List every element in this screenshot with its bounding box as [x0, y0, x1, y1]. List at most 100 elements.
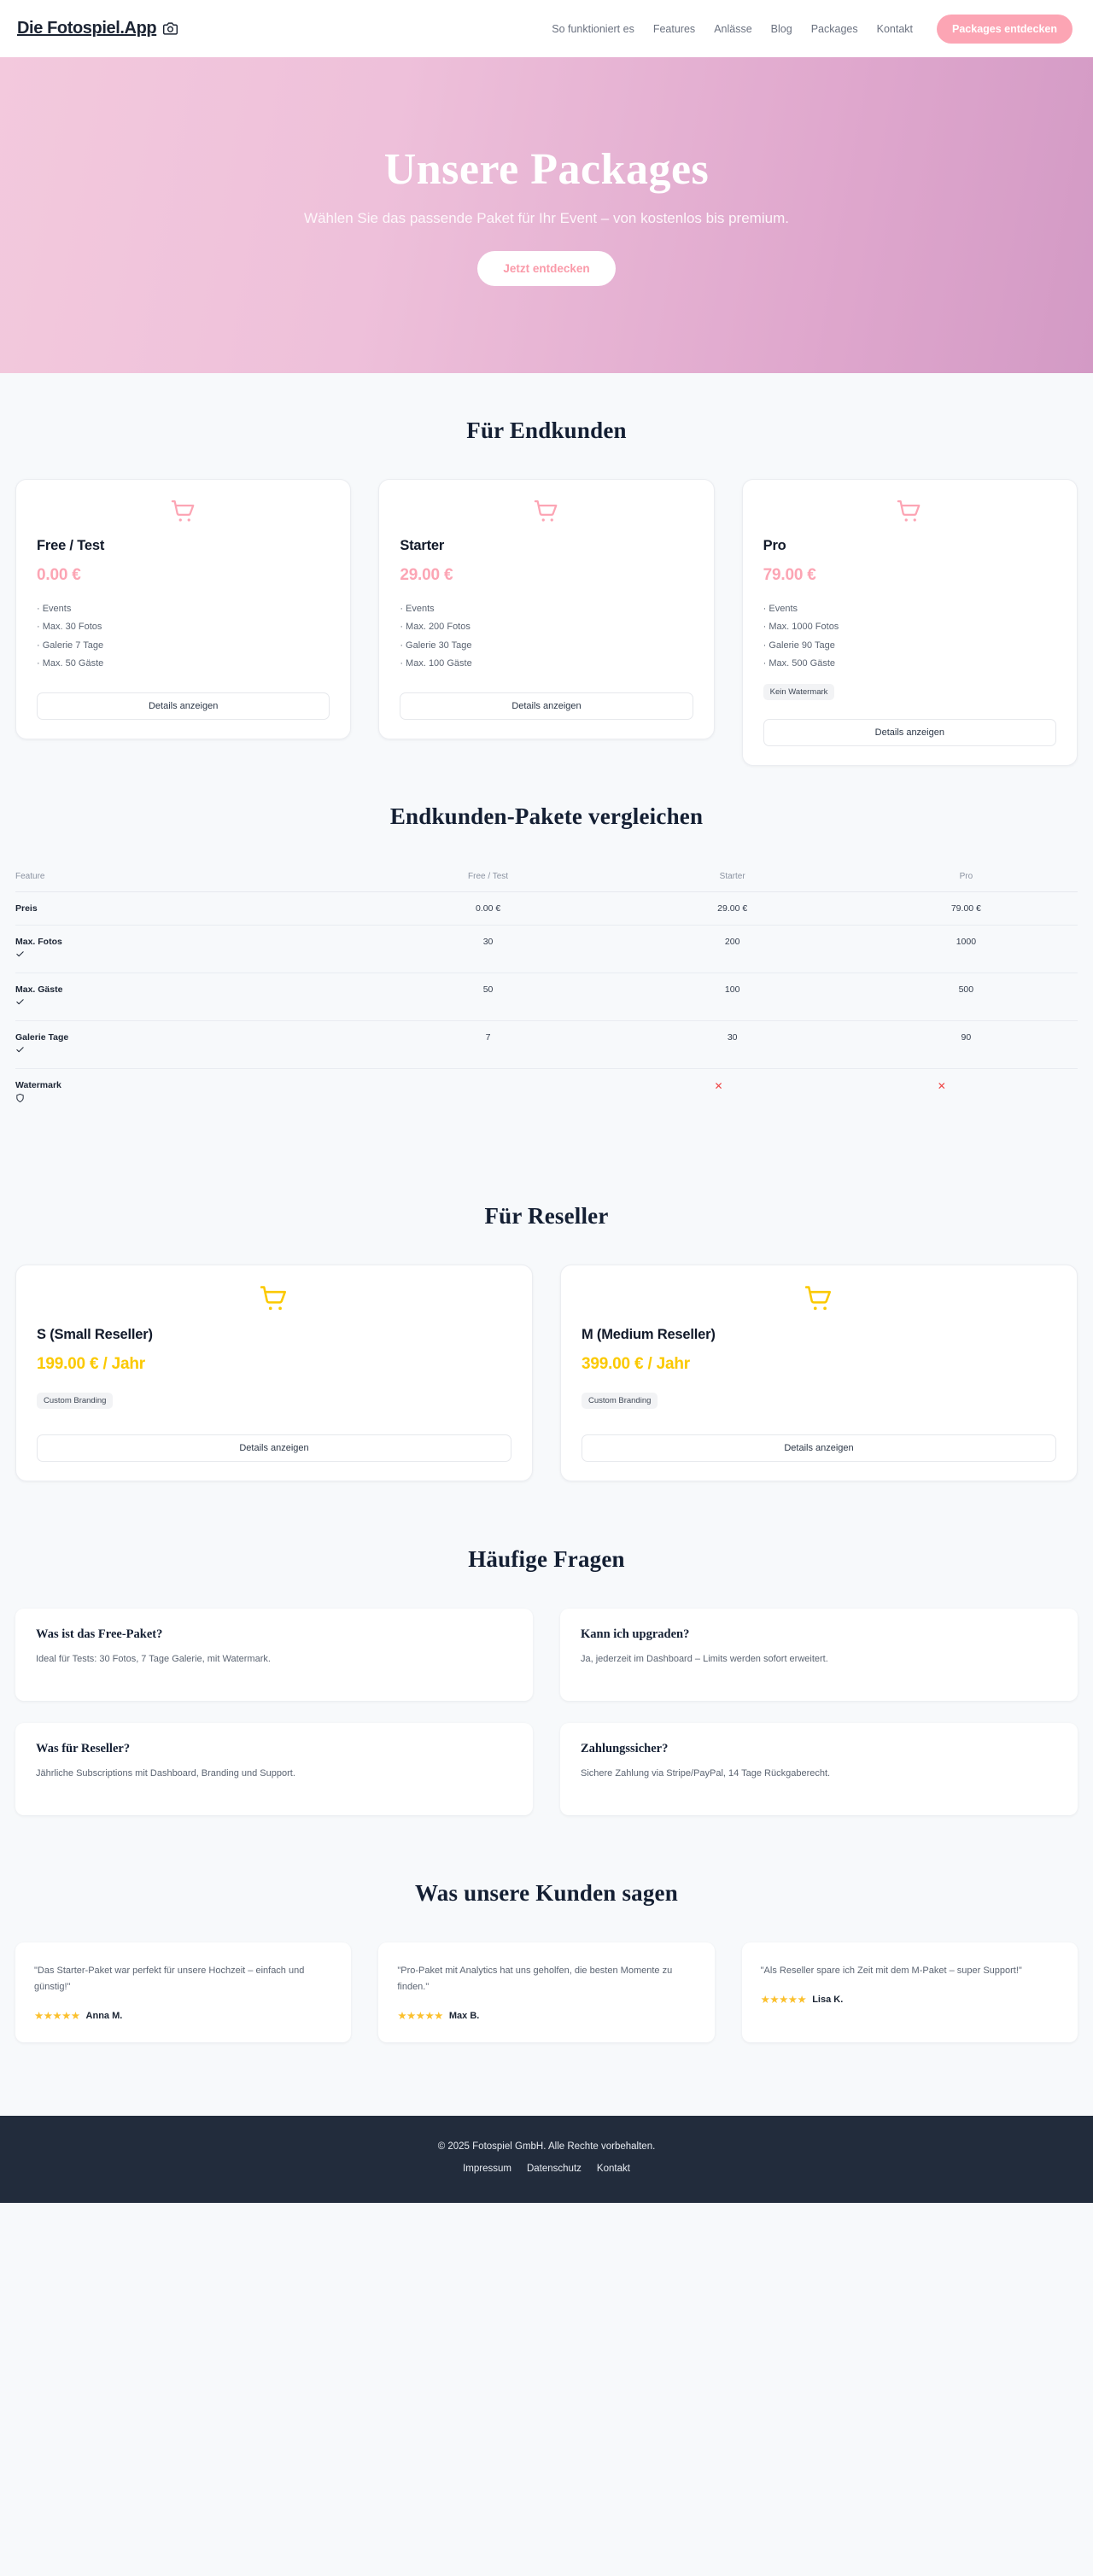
footer-links: Impressum Datenschutz Kontakt: [0, 2164, 1093, 2174]
shield-icon: [15, 1093, 366, 1106]
testimonial-card: "Das Starter-Paket war perfekt für unser…: [15, 1942, 352, 2043]
check-icon: [15, 997, 366, 1009]
plan-feature: · Max. 100 Gäste: [400, 658, 472, 669]
cell-value: 79.00 €: [854, 891, 1078, 926]
shopping-cart-icon: [37, 499, 330, 524]
cell-value: 90: [854, 1020, 1078, 1069]
reseller-card-grid: S (Small Reseller) 199.00 € / Jahr Custo…: [0, 1264, 1093, 1481]
plan-feature: · Max. 30 Fotos: [37, 622, 102, 633]
testimonial-footer: ★★★★★ Max B.: [397, 2009, 695, 2022]
details-anzeigen-button[interactable]: Details anzeigen: [37, 692, 330, 720]
details-anzeigen-button[interactable]: Details anzeigen: [763, 718, 1056, 746]
camera-icon: [163, 21, 178, 36]
plan-feature: · Max. 1000 Fotos: [763, 622, 839, 633]
plan-feature: · Max. 50 Gäste: [37, 658, 104, 669]
hero-subtitle: Wählen Sie das passende Paket für Ihr Ev…: [304, 209, 789, 226]
plan-feature-list: · Events · Max. 30 Fotos · Galerie 7 Tag…: [37, 600, 330, 674]
star-rating-icon: ★★★★★: [760, 1994, 807, 2006]
row-label-max-fotos: Max. Fotos: [15, 925, 366, 973]
faq-card[interactable]: Zahlungssicher? Sichere Zahlung via Stri…: [560, 1722, 1078, 1815]
column-header-feature: Feature: [15, 862, 366, 892]
plan-feature: · Max. 500 Gäste: [763, 658, 836, 669]
check-icon: [15, 1045, 366, 1057]
nav-link-anlaesse[interactable]: Anlässe: [714, 22, 752, 35]
table-row: Max. Fotos 30 200 1000: [15, 925, 1078, 973]
faq-question: Zahlungssicher?: [581, 1741, 669, 1755]
row-label-text: Watermark: [15, 1079, 61, 1090]
plan-price: 0.00 €: [37, 566, 81, 584]
brand-logo[interactable]: Die Fotospiel.App: [17, 19, 178, 38]
plan-feature-list: · Events · Max. 200 Fotos · Galerie 30 T…: [400, 600, 693, 674]
copyright-text: © 2025 Fotospiel GmbH. Alle Rechte vorbe…: [437, 2141, 656, 2153]
footer-link-kontakt[interactable]: Kontakt: [596, 2164, 630, 2175]
table-row: Watermark ✕ ✕ ✓: [15, 1068, 1078, 1140]
details-anzeigen-button[interactable]: Details anzeigen: [37, 1434, 511, 1462]
reseller-card-medium[interactable]: M (Medium Reseller) 399.00 € / Jahr Cust…: [560, 1264, 1078, 1481]
cell-value: 100: [610, 973, 855, 1021]
nav-links: So funktioniert es Features Anlässe Blog…: [552, 14, 1073, 44]
nav-link-so-funktioniert-es[interactable]: So funktioniert es: [552, 22, 634, 35]
plan-feature-list: · Events · Max. 1000 Fotos · Galerie 90 …: [763, 600, 1056, 674]
table-row: Preis 0.00 € 29.00 € 79.00 €: [15, 891, 1078, 926]
table-body: Preis 0.00 € 29.00 € 79.00 € Max. Fotos …: [15, 891, 1078, 1140]
reseller-card-small[interactable]: S (Small Reseller) 199.00 € / Jahr Custo…: [15, 1264, 533, 1481]
faq-question: Kann ich upgraden?: [581, 1627, 690, 1641]
details-anzeigen-button[interactable]: Details anzeigen: [400, 692, 693, 720]
plan-price: 79.00 €: [763, 566, 816, 584]
details-anzeigen-button[interactable]: Details anzeigen: [582, 1434, 1056, 1462]
endkunden-card-grid: Free / Test 0.00 € · Events · Max. 30 Fo…: [0, 479, 1093, 766]
pricing-card-free-test[interactable]: Free / Test 0.00 € · Events · Max. 30 Fo…: [15, 479, 352, 739]
footer-link-impressum[interactable]: Impressum: [463, 2164, 511, 2175]
packages-entdecken-button[interactable]: Packages entdecken: [937, 14, 1073, 44]
pricing-card-pro[interactable]: Pro 79.00 € · Events · Max. 1000 Fotos ·…: [741, 479, 1078, 766]
cell-value: 30: [365, 925, 611, 973]
plan-badge: Custom Branding: [37, 1392, 114, 1409]
cross-icon: ✕: [937, 1079, 946, 1092]
table-row: Max. Gäste 50 100 500: [15, 973, 1078, 1021]
footer-link-datenschutz[interactable]: Datenschutz: [526, 2164, 582, 2175]
row-label-max-gaeste: Max. Gäste: [15, 973, 366, 1021]
cell-value: 1000: [854, 925, 1078, 973]
hero-banner: Unsere Packages Wählen Sie das passende …: [0, 57, 1093, 373]
faq-answer: Sichere Zahlung via Stripe/PayPal, 14 Ta…: [581, 1767, 831, 1779]
bottom-spacer: [0, 2042, 1093, 2116]
nav-link-blog[interactable]: Blog: [770, 22, 792, 35]
column-header-starter: Starter: [610, 862, 855, 892]
plan-price: 199.00 € / Jahr: [37, 1354, 145, 1373]
nav-link-kontakt[interactable]: Kontakt: [876, 22, 913, 35]
site-footer: © 2025 Fotospiel GmbH. Alle Rechte vorbe…: [0, 2116, 1093, 2204]
testimonial-quote: "Das Starter-Paket war perfekt für unser…: [34, 1965, 305, 1992]
testimonial-footer: ★★★★★ Anna M.: [34, 2009, 332, 2022]
row-label-watermark: Watermark: [15, 1068, 366, 1140]
plan-price: 29.00 €: [400, 566, 453, 584]
plan-price: 399.00 € / Jahr: [582, 1354, 690, 1373]
check-icon: [15, 949, 366, 961]
column-header-free-test: Free / Test: [365, 862, 611, 892]
nav-link-packages[interactable]: Packages: [810, 22, 858, 35]
faq-question: Was für Reseller?: [36, 1741, 131, 1755]
nav-link-features[interactable]: Features: [652, 22, 696, 35]
faq-card[interactable]: Was für Reseller? Jährliche Subscription…: [15, 1722, 533, 1815]
faq-grid: Was ist das Free-Paket? Ideal für Tests:…: [0, 1608, 1093, 1815]
cross-icon: ✕: [714, 1079, 723, 1092]
reseller-section: Für Reseller S (Small Reseller) 199.00 €…: [0, 1140, 1093, 1481]
pricing-card-starter[interactable]: Starter 29.00 € · Events · Max. 200 Foto…: [378, 479, 715, 739]
jetzt-entdecken-button[interactable]: Jetzt entdecken: [477, 251, 616, 287]
cell-watermark-starter: ✕: [611, 1068, 946, 1140]
testimonial-quote: "Als Reseller spare ich Zeit mit dem M-P…: [760, 1965, 1022, 1976]
faq-card[interactable]: Kann ich upgraden? Ja, jederzeit im Dash…: [560, 1608, 1078, 1701]
cell-value: 200: [610, 925, 855, 973]
plan-name: M (Medium Reseller): [582, 1326, 716, 1342]
table-row: Galerie Tage 7 30 90: [15, 1020, 1078, 1069]
testimonial-card: "Als Reseller spare ich Zeit mit dem M-P…: [741, 1942, 1078, 2043]
table-header-row: Feature Free / Test Starter Pro: [15, 862, 1078, 892]
row-label-text: Max. Fotos: [15, 936, 62, 947]
faq-card[interactable]: Was ist das Free-Paket? Ideal für Tests:…: [15, 1608, 533, 1701]
faq-answer: Ideal für Tests: 30 Fotos, 7 Tage Galeri…: [36, 1653, 271, 1664]
plan-badge: Custom Branding: [582, 1392, 658, 1409]
plan-feature: · Max. 200 Fotos: [400, 622, 471, 633]
row-label-galerie-tage: Galerie Tage: [15, 1020, 366, 1069]
faq-question: Was ist das Free-Paket?: [36, 1627, 163, 1641]
cell-value: 30: [610, 1020, 855, 1069]
star-rating-icon: ★★★★★: [397, 2010, 443, 2023]
